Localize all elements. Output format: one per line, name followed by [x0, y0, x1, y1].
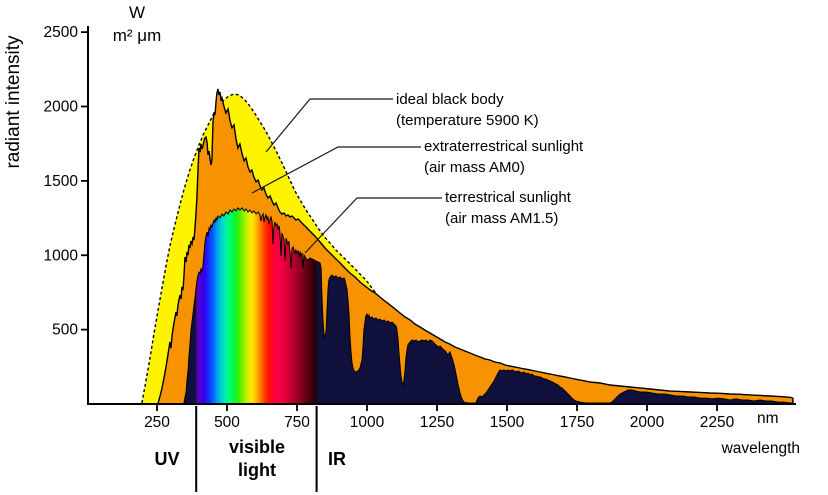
annotation-black-body-line1: ideal black body [396, 91, 504, 108]
am15-sunlight-area [183, 207, 793, 404]
x-axis-unit: nm [757, 410, 779, 427]
x-tick-label: 500 [214, 414, 240, 431]
y-tick-label: 2500 [44, 24, 79, 41]
zone-label-ir: IR [328, 449, 346, 469]
x-tick-label: 2000 [630, 414, 665, 431]
y-tick-label: 1500 [44, 173, 79, 190]
annotation-am0: extraterrestrical sunlight (air mass AM0… [424, 136, 583, 178]
annotation-am15-line2: (air mass AM1.5) [445, 210, 559, 227]
x-tick-label: 250 [144, 414, 170, 431]
annotation-leader-line [251, 146, 421, 194]
annotation-am15: terrestrical sunlight (air mass AM1.5) [445, 187, 571, 229]
y-tick-label: 500 [52, 322, 78, 339]
x-tick-label: 2250 [700, 414, 735, 431]
y-axis-unit-numerator: W [128, 3, 146, 22]
zone-label-visible-line1: visible [228, 437, 286, 457]
y-axis-unit-denominator: m² μm [112, 26, 162, 45]
x-tick-label: 1250 [420, 414, 455, 431]
annotation-am0-line1: extraterrestrical sunlight [424, 138, 584, 155]
x-tick-label: 750 [284, 414, 310, 431]
x-axis-title: wavelength [721, 440, 800, 457]
x-tick-label: 1500 [490, 414, 525, 431]
annotation-leader-line [265, 98, 393, 153]
y-axis-title: radiant intensity [3, 35, 24, 169]
annotation-am15-line1: terrestrical sunlight [445, 189, 571, 206]
y-tick-label: 2000 [44, 99, 79, 116]
y-axis-unit-fraction: W m² μm [100, 3, 174, 46]
zone-label-visible-line2: light [238, 460, 276, 480]
zone-label-visible-light: visible light [199, 436, 315, 482]
zone-label-uv: UV [154, 449, 180, 469]
annotation-black-body: ideal black body (temperature 5900 K) [396, 89, 539, 131]
visible-spectrum-band [196, 207, 317, 404]
annotation-leader-line [304, 197, 442, 254]
annotation-am0-line2: (air mass AM0) [424, 159, 525, 176]
annotation-black-body-line2: (temperature 5900 K) [396, 112, 539, 129]
x-tick-label: 1750 [560, 414, 595, 431]
am15-sunlight-outline [183, 207, 794, 405]
y-tick-label: 1000 [44, 247, 79, 264]
x-tick-label: 1000 [350, 414, 385, 431]
